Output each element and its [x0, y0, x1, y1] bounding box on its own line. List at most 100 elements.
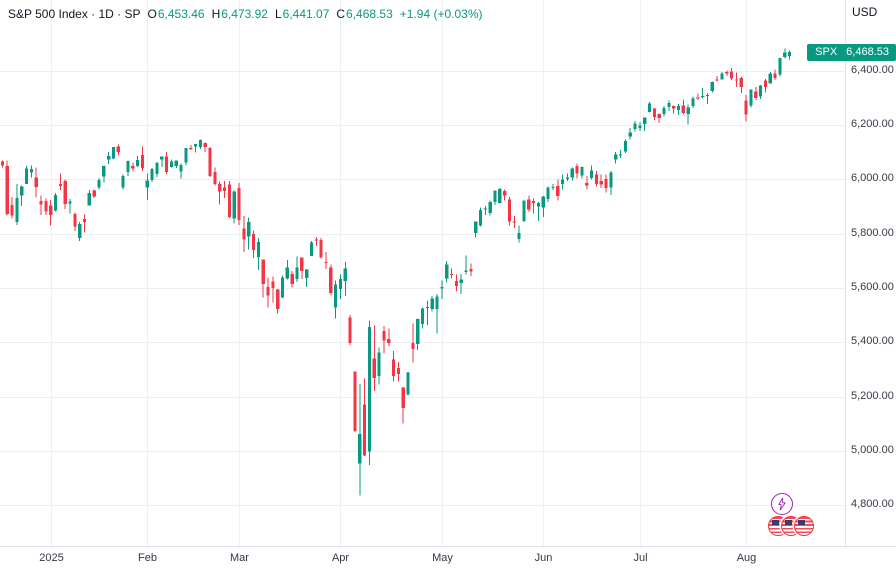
candle-body: [647, 103, 652, 113]
candle-body: [309, 242, 314, 256]
symbol-info-bar: S&P 500 Index · 1D · SP O 6,453.46 H 6,473…: [8, 7, 483, 21]
candle-body: [348, 317, 352, 344]
candle-body: [39, 201, 43, 205]
candle-body: [532, 201, 536, 204]
candle-body: [247, 221, 251, 237]
candle-body: [517, 232, 521, 239]
candle-body: [643, 117, 647, 125]
candle-body: [78, 223, 82, 239]
x-axis[interactable]: 2025 Feb Mar Apr May Jun Jul Aug: [0, 546, 896, 571]
quick-trade-button[interactable]: [771, 493, 793, 515]
candle-body: [15, 198, 19, 223]
lightning-icon: [778, 497, 786, 511]
candle-body: [92, 190, 96, 197]
y-axis-label: 6,400.00: [851, 63, 894, 76]
candle-body: [0, 161, 5, 166]
candle-body: [121, 176, 125, 188]
candle-body: [324, 261, 328, 263]
candle-body: [87, 192, 91, 206]
candle-body: [435, 296, 439, 310]
candle-body: [343, 268, 347, 282]
candle-body: [512, 221, 516, 223]
candle-body: [440, 286, 444, 289]
currency-label: USD: [852, 5, 878, 19]
candle-body: [609, 172, 613, 188]
candle-body: [483, 208, 487, 210]
candle-body: [300, 257, 304, 271]
candle-body: [565, 177, 570, 180]
candle-body: [681, 105, 685, 114]
x-axis-label: Jun: [534, 552, 553, 564]
candle-body: [730, 71, 734, 79]
candle-body: [744, 100, 748, 115]
candle-body: [189, 147, 193, 149]
candle-body: [58, 184, 62, 187]
candle-body: [107, 155, 111, 160]
candle-body: [536, 203, 541, 207]
candle-body: [271, 281, 275, 289]
candle-body: [391, 359, 396, 376]
price-badge: SPX 6,468.53: [807, 44, 896, 61]
candle-body: [420, 308, 425, 324]
candle-body: [478, 209, 483, 226]
candle-body: [464, 270, 468, 272]
candles-svg[interactable]: [0, 0, 845, 546]
candle-body: [353, 371, 357, 431]
candle-body: [73, 213, 77, 227]
y-axis-label: 6,200.00: [851, 117, 894, 130]
x-axis-label: Apr: [331, 552, 350, 564]
candle-body: [377, 352, 381, 376]
candle-body: [725, 71, 729, 74]
candle-body: [49, 205, 53, 215]
candle-body: [787, 52, 792, 57]
x-axis-label: Mar: [230, 552, 249, 564]
economic-events-button[interactable]: [768, 516, 814, 536]
candle-body: [445, 264, 449, 279]
candle-body: [126, 160, 130, 173]
candle-body: [34, 177, 38, 188]
candle-body: [522, 200, 526, 221]
candle-body: [618, 154, 623, 156]
candle-body: [493, 190, 497, 202]
candle-body: [150, 168, 154, 180]
candle-body: [503, 191, 507, 196]
candle-body: [111, 147, 116, 159]
y-axis-label: 5,400.00: [851, 335, 894, 348]
candle-body: [773, 73, 777, 78]
y-axis[interactable]: 6,400.00 6,200.00 6,000.00 5,800.00 5,600.00…: [845, 0, 896, 546]
candle-body: [430, 298, 434, 310]
candle-body: [372, 358, 376, 379]
candle-body: [198, 140, 203, 148]
candle-body: [551, 187, 555, 189]
candle-body: [227, 184, 231, 217]
candle-body: [251, 233, 256, 251]
candle-body: [527, 199, 531, 210]
candle-body: [763, 80, 768, 87]
candle-body: [193, 143, 198, 147]
ohlc-low: L 6,441.07: [274, 7, 330, 21]
y-axis-label: 5,000.00: [851, 443, 894, 456]
candle-body: [425, 307, 429, 309]
candle-body: [82, 218, 87, 222]
candle-body: [474, 221, 478, 233]
candle-body: [213, 172, 217, 184]
candle-body: [561, 179, 565, 184]
candle-body: [454, 281, 458, 287]
candle-body: [541, 196, 545, 208]
symbol-title[interactable]: S&P 500 Index · 1D · SP: [8, 7, 141, 21]
candle-body: [638, 125, 642, 129]
candle-body: [585, 183, 589, 186]
candle-body: [720, 73, 724, 80]
ohlc-high: H 6,473.92: [211, 7, 268, 21]
candle-body: [623, 140, 627, 152]
candle-body: [10, 204, 14, 216]
candle-body: [657, 114, 661, 118]
y-axis-label: 6,000.00: [851, 172, 894, 185]
candle-body: [184, 148, 188, 163]
x-axis-label: 2025: [39, 552, 64, 564]
chart-plot[interactable]: [0, 0, 845, 546]
y-axis-label: 4,800.00: [851, 498, 894, 511]
candle-body: [580, 167, 584, 176]
candle-body: [783, 52, 787, 58]
candle-body: [222, 187, 227, 192]
